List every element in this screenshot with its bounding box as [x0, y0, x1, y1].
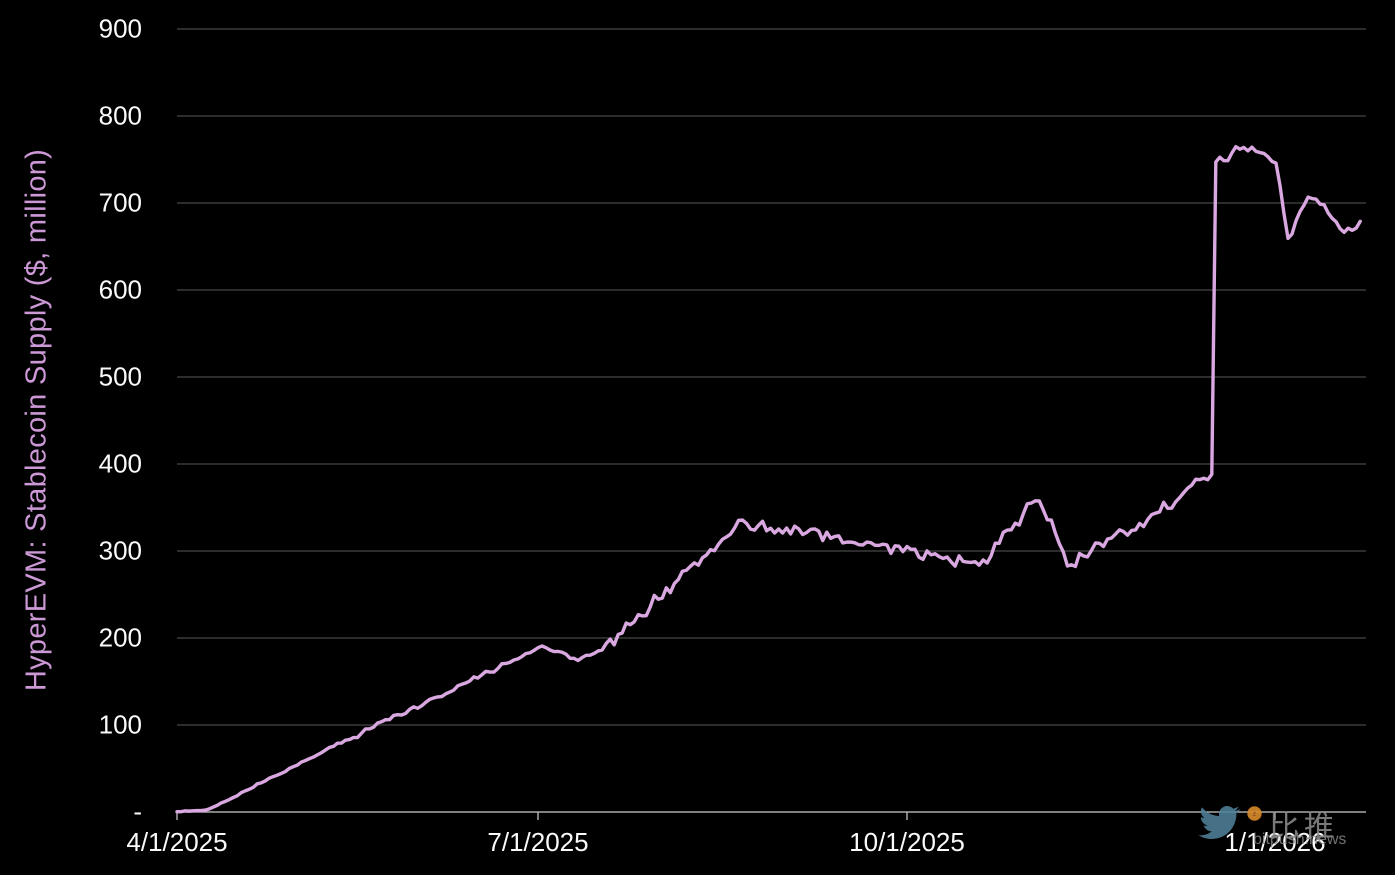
svg-text:z: z [1253, 811, 1257, 818]
